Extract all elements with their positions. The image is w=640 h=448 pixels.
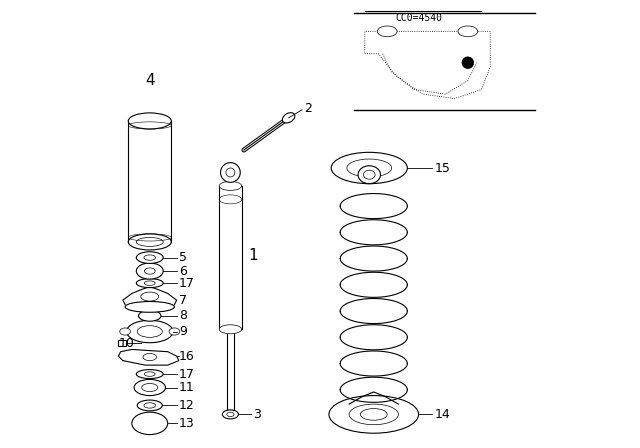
- Ellipse shape: [329, 396, 419, 433]
- Text: 16: 16: [179, 349, 195, 363]
- Ellipse shape: [120, 328, 131, 335]
- Ellipse shape: [349, 404, 398, 425]
- Ellipse shape: [136, 263, 163, 279]
- Ellipse shape: [364, 170, 375, 179]
- Text: 6: 6: [179, 264, 187, 278]
- Ellipse shape: [128, 113, 172, 129]
- Text: 11: 11: [179, 381, 195, 394]
- Ellipse shape: [378, 26, 397, 37]
- Text: 13: 13: [179, 417, 195, 430]
- Text: 9: 9: [179, 325, 187, 338]
- Ellipse shape: [226, 168, 235, 177]
- Ellipse shape: [221, 163, 240, 182]
- Ellipse shape: [332, 152, 407, 184]
- Text: 1: 1: [248, 248, 258, 263]
- Bar: [118, 340, 125, 346]
- Text: 10: 10: [118, 336, 134, 350]
- Text: 5: 5: [179, 251, 187, 264]
- Ellipse shape: [282, 113, 295, 123]
- Circle shape: [462, 57, 474, 69]
- Text: 3: 3: [253, 408, 260, 421]
- Text: 17: 17: [179, 276, 195, 290]
- Ellipse shape: [145, 372, 155, 376]
- Ellipse shape: [137, 326, 163, 337]
- Ellipse shape: [143, 353, 157, 361]
- Bar: [227, 329, 234, 410]
- Ellipse shape: [458, 26, 477, 37]
- Ellipse shape: [136, 279, 163, 288]
- Ellipse shape: [144, 403, 156, 408]
- Ellipse shape: [227, 412, 234, 417]
- Ellipse shape: [169, 328, 180, 335]
- Ellipse shape: [136, 252, 163, 263]
- Ellipse shape: [141, 383, 158, 392]
- Ellipse shape: [139, 310, 161, 321]
- Ellipse shape: [125, 302, 175, 312]
- Text: 4: 4: [145, 73, 155, 88]
- Ellipse shape: [137, 400, 163, 411]
- Ellipse shape: [222, 410, 239, 419]
- Ellipse shape: [132, 412, 168, 435]
- Ellipse shape: [127, 320, 173, 343]
- Ellipse shape: [360, 409, 387, 420]
- Ellipse shape: [136, 370, 163, 379]
- Bar: [128, 121, 172, 242]
- Ellipse shape: [145, 281, 155, 285]
- Text: 14: 14: [435, 408, 450, 421]
- Bar: [219, 186, 242, 329]
- Ellipse shape: [220, 325, 242, 334]
- Ellipse shape: [145, 268, 155, 274]
- Text: 7: 7: [179, 293, 187, 307]
- Ellipse shape: [128, 234, 172, 250]
- Ellipse shape: [358, 166, 380, 184]
- Ellipse shape: [347, 159, 392, 177]
- Text: 2: 2: [305, 102, 312, 115]
- Ellipse shape: [134, 379, 166, 396]
- Text: CC0=4540: CC0=4540: [395, 13, 442, 23]
- Text: 8: 8: [179, 309, 187, 323]
- Text: 17: 17: [179, 367, 195, 381]
- Ellipse shape: [136, 237, 163, 246]
- Text: 15: 15: [435, 161, 450, 175]
- Text: 12: 12: [179, 399, 195, 412]
- Ellipse shape: [220, 181, 242, 190]
- Ellipse shape: [141, 292, 159, 301]
- Ellipse shape: [144, 255, 156, 260]
